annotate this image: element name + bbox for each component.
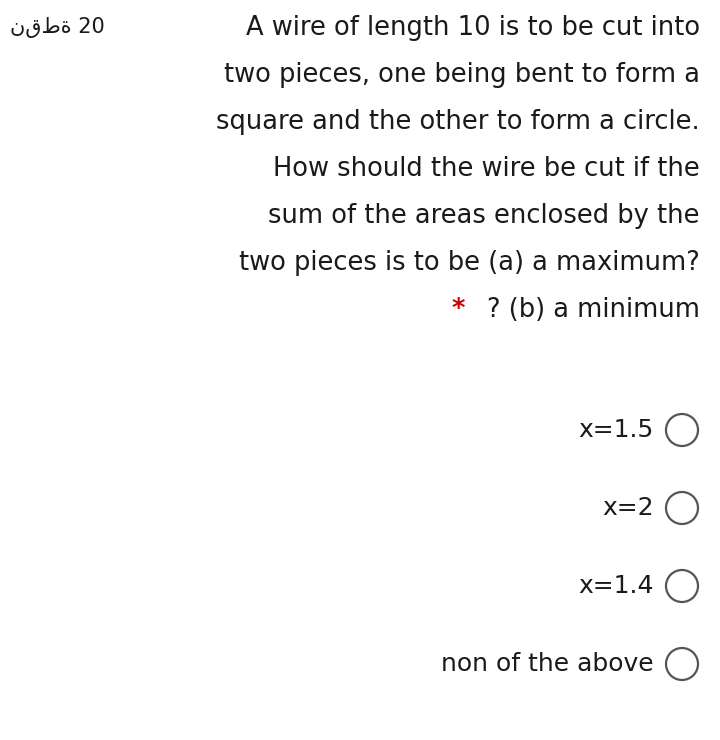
Text: non of the above: non of the above xyxy=(441,652,654,676)
Text: نقطة 20: نقطة 20 xyxy=(10,18,104,38)
Text: A wire of length 10 is to be cut into: A wire of length 10 is to be cut into xyxy=(246,15,700,41)
Text: two pieces, one being bent to form a: two pieces, one being bent to form a xyxy=(224,62,700,88)
Text: two pieces is to be (a) a maximum?: two pieces is to be (a) a maximum? xyxy=(239,250,700,276)
Text: x=2: x=2 xyxy=(603,496,654,520)
Text: *: * xyxy=(451,297,465,323)
Text: sum of the areas enclosed by the: sum of the areas enclosed by the xyxy=(269,203,700,229)
Text: x=1.5: x=1.5 xyxy=(579,418,654,442)
Text: ? (b) a minimum: ? (b) a minimum xyxy=(487,297,700,323)
Text: square and the other to form a circle.: square and the other to form a circle. xyxy=(217,109,700,135)
Text: How should the wire be cut if the: How should the wire be cut if the xyxy=(274,156,700,182)
Text: x=1.4: x=1.4 xyxy=(578,574,654,598)
